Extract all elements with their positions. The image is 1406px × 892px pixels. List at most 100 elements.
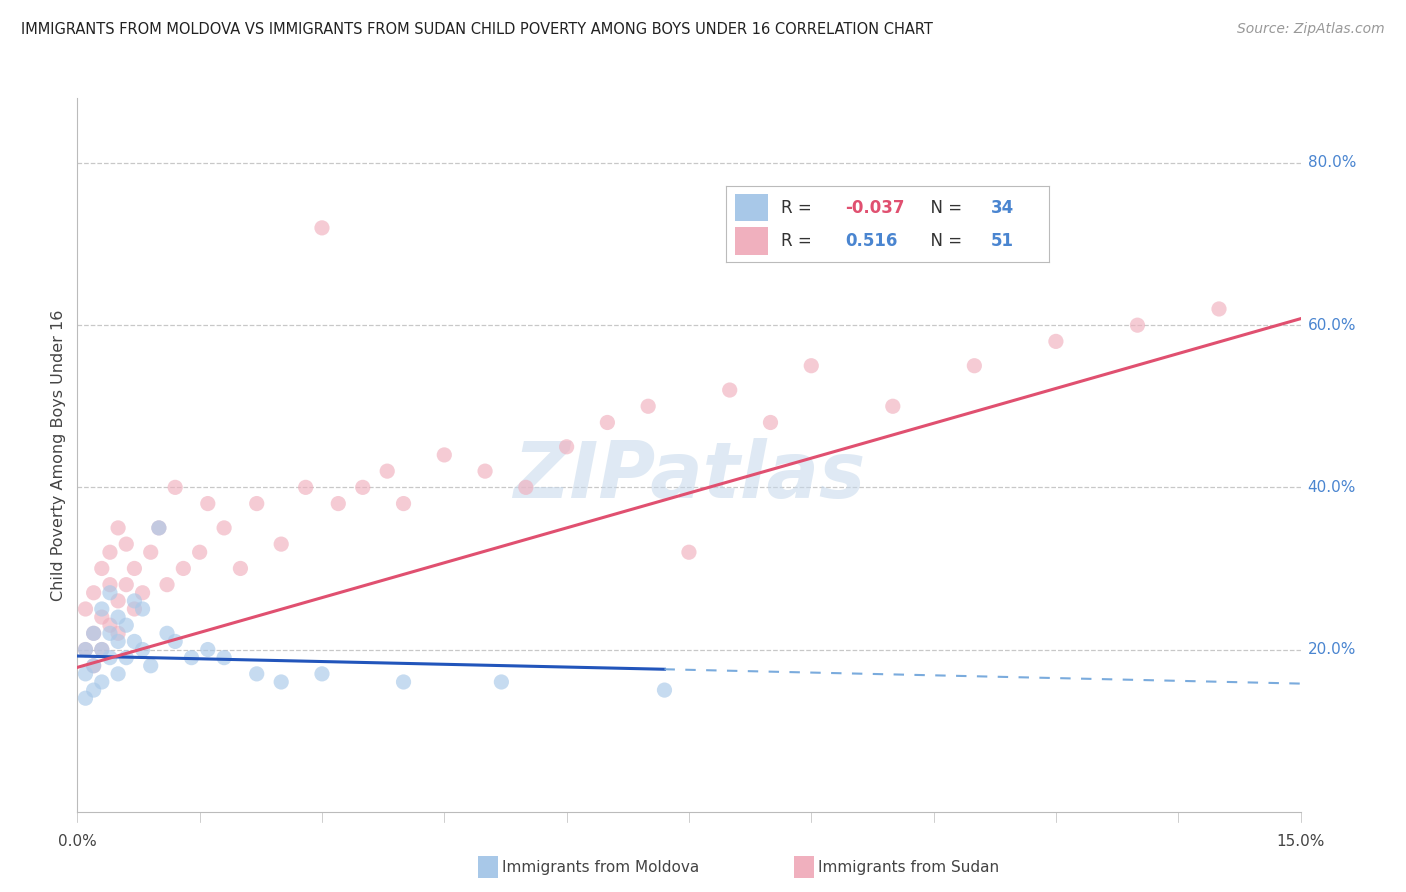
Point [90, 610, 112, 624]
Point [107, 626, 129, 640]
Point [131, 602, 153, 616]
Text: IMMIGRANTS FROM MOLDOVA VS IMMIGRANTS FROM SUDAN CHILD POVERTY AMONG BOYS UNDER : IMMIGRANTS FROM MOLDOVA VS IMMIGRANTS FR… [21, 22, 934, 37]
Point [98, 618, 121, 632]
Y-axis label: Child Poverty Among Boys Under 16: Child Poverty Among Boys Under 16 [51, 310, 66, 600]
Point [131, 586, 153, 600]
Point [83, 586, 105, 600]
Text: R =: R = [780, 232, 817, 250]
FancyBboxPatch shape [735, 227, 768, 255]
Point [124, 602, 146, 616]
Point [800, 359, 823, 373]
Point [678, 545, 700, 559]
Point [124, 561, 146, 575]
Point [392, 675, 415, 690]
Text: Immigrants from Moldova: Immigrants from Moldova [502, 860, 699, 874]
Point [107, 594, 129, 608]
Point [148, 521, 170, 535]
Point [637, 399, 659, 413]
Point [352, 480, 374, 494]
Point [98, 586, 121, 600]
Text: ZIPatlas: ZIPatlas [513, 438, 865, 515]
Point [188, 545, 211, 559]
Point [392, 497, 415, 511]
Text: 0.0%: 0.0% [58, 834, 97, 849]
Text: R =: R = [780, 199, 817, 217]
Point [654, 683, 676, 698]
Point [718, 383, 741, 397]
Point [328, 497, 350, 511]
Point [90, 675, 112, 690]
Text: N =: N = [920, 232, 967, 250]
Point [83, 658, 105, 673]
Point [115, 537, 138, 551]
Point [156, 626, 179, 640]
Point [98, 650, 121, 665]
Text: 20.0%: 20.0% [1308, 642, 1355, 657]
Point [98, 626, 121, 640]
Text: 0.516: 0.516 [845, 232, 897, 250]
Text: 15.0%: 15.0% [1277, 834, 1324, 849]
Point [90, 602, 112, 616]
Point [107, 610, 129, 624]
Point [212, 521, 235, 535]
Text: Source: ZipAtlas.com: Source: ZipAtlas.com [1237, 22, 1385, 37]
Text: 60.0%: 60.0% [1308, 318, 1355, 333]
Point [75, 642, 97, 657]
Point [1126, 318, 1149, 333]
Text: 34: 34 [991, 199, 1014, 217]
Point [165, 634, 187, 648]
Point [90, 561, 112, 575]
Point [882, 399, 904, 413]
Point [98, 577, 121, 591]
Point [474, 464, 496, 478]
Point [75, 642, 97, 657]
Point [311, 220, 333, 235]
Point [165, 480, 187, 494]
Point [115, 577, 138, 591]
Point [75, 666, 97, 681]
Text: 51: 51 [991, 232, 1014, 250]
Text: N =: N = [920, 199, 967, 217]
Text: -0.037: -0.037 [845, 199, 905, 217]
Point [107, 521, 129, 535]
Point [75, 691, 97, 706]
Point [115, 650, 138, 665]
Point [963, 359, 986, 373]
Point [115, 618, 138, 632]
Point [90, 642, 112, 657]
Point [1045, 334, 1067, 349]
Point [197, 642, 219, 657]
Point [148, 521, 170, 535]
Point [229, 561, 252, 575]
Point [270, 537, 292, 551]
Point [107, 666, 129, 681]
Point [759, 416, 782, 430]
Point [515, 480, 537, 494]
Point [156, 577, 179, 591]
Point [197, 497, 219, 511]
Point [124, 634, 146, 648]
Point [375, 464, 398, 478]
Point [139, 545, 162, 559]
Point [107, 634, 129, 648]
Point [180, 650, 202, 665]
Point [270, 675, 292, 690]
Point [246, 497, 269, 511]
Point [246, 666, 269, 681]
Point [172, 561, 194, 575]
Text: 80.0%: 80.0% [1308, 155, 1355, 170]
Point [433, 448, 456, 462]
Point [90, 642, 112, 657]
Point [491, 675, 513, 690]
Point [139, 658, 162, 673]
Point [75, 602, 97, 616]
Point [596, 416, 619, 430]
Point [124, 594, 146, 608]
Text: 40.0%: 40.0% [1308, 480, 1355, 495]
Point [83, 626, 105, 640]
Point [555, 440, 578, 454]
Text: Immigrants from Sudan: Immigrants from Sudan [818, 860, 1000, 874]
Point [83, 658, 105, 673]
Point [294, 480, 316, 494]
Point [98, 545, 121, 559]
